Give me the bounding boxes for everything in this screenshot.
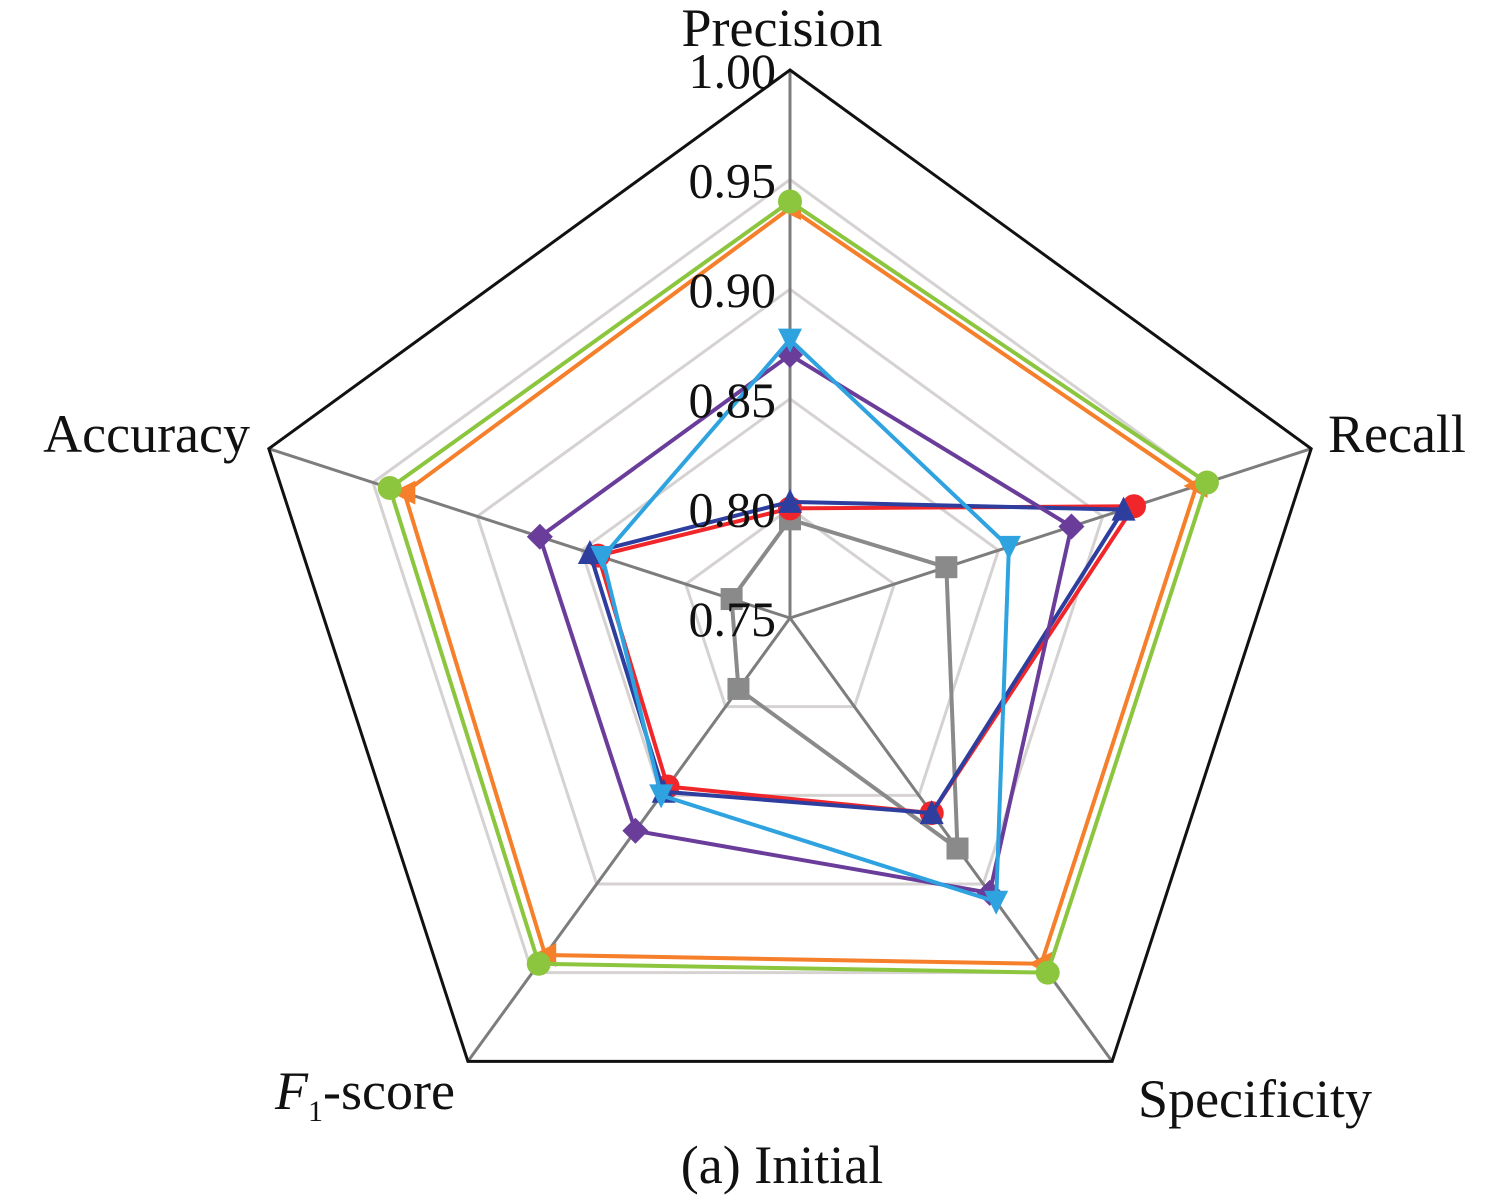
series-6-point-2 xyxy=(1035,960,1060,985)
grid-ring-1 xyxy=(684,506,896,709)
series-3-point-4 xyxy=(526,523,553,550)
axis-label-specificity: Specificity xyxy=(1138,1069,1372,1129)
series-6 xyxy=(377,189,1219,985)
spoke-1 xyxy=(789,447,1312,620)
radar-grid xyxy=(371,177,1209,975)
series-4-point-0 xyxy=(778,328,802,353)
tick-label-3: 0.90 xyxy=(689,262,777,318)
axis-label-recall: Recall xyxy=(1328,404,1466,464)
axis-label-f1-score: F1-score xyxy=(274,1061,455,1128)
series-4-point-2 xyxy=(984,890,1009,915)
chart-caption: (a) Initial xyxy=(681,1135,883,1195)
axis-label-accuracy: Accuracy xyxy=(43,404,250,464)
series-5-line xyxy=(402,206,1199,966)
series-0-point-2 xyxy=(946,837,969,860)
tick-label-2: 0.85 xyxy=(689,372,777,428)
radar-outer-frame xyxy=(267,68,1313,1063)
tick-label-5: 1.00 xyxy=(689,43,777,99)
tick-label-1: 0.80 xyxy=(689,481,777,537)
series-4-point-4 xyxy=(590,546,615,571)
series-6-point-1 xyxy=(1194,470,1219,495)
outer-pentagon xyxy=(267,68,1313,1063)
grid-ring-3 xyxy=(475,287,1105,886)
series-6-point-0 xyxy=(778,189,802,214)
series-4-line xyxy=(600,337,1011,904)
series-2-line xyxy=(587,499,1126,816)
series-6-point-3 xyxy=(526,951,551,976)
series-6-point-4 xyxy=(377,475,402,500)
series-0-point-1 xyxy=(935,556,958,579)
series-3-point-3 xyxy=(622,817,649,844)
series-4-point-1 xyxy=(996,535,1021,560)
axis-label-precision: Precision xyxy=(682,0,883,58)
series-4 xyxy=(590,328,1021,915)
series-0-point-4 xyxy=(720,588,743,611)
tick-label-0: 0.75 xyxy=(689,591,777,647)
series-1-line xyxy=(596,504,1136,816)
series-4-point-3 xyxy=(649,784,674,809)
grid-ring-2 xyxy=(579,396,1001,797)
series-2-point-4 xyxy=(577,539,602,564)
series-2-point-0 xyxy=(778,488,802,513)
series-0-line xyxy=(729,517,960,851)
radial-tick-labels: 0.75 0.80 0.85 0.90 0.95 1.00 xyxy=(689,43,777,647)
tick-label-4: 0.95 xyxy=(689,153,777,209)
series-2-point-1 xyxy=(1111,496,1136,521)
radar-series xyxy=(377,189,1219,985)
series-3-line xyxy=(537,352,1074,895)
spoke-4 xyxy=(268,447,791,620)
series-3-point-1 xyxy=(1058,513,1085,540)
series-0-point-3 xyxy=(727,677,750,700)
series-2-point-2 xyxy=(919,800,944,825)
grid-ring-4 xyxy=(371,177,1209,975)
series-5-point-4 xyxy=(391,480,416,505)
series-6-line xyxy=(387,199,1209,975)
